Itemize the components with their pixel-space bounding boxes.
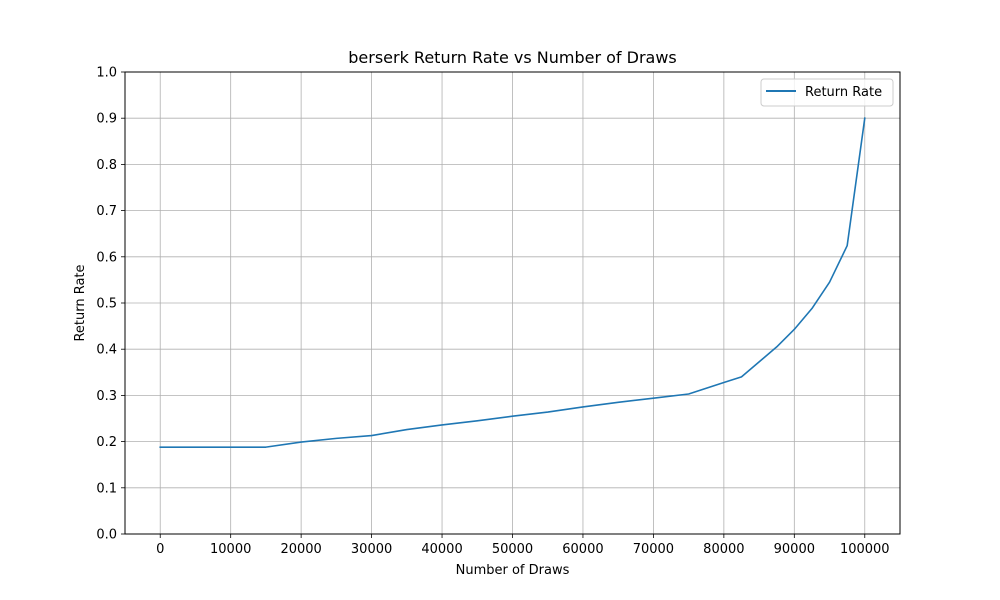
- y-tick-label-9: 0.9: [96, 112, 117, 127]
- plot-area: [159, 117, 866, 448]
- y-tick-label-7: 0.7: [96, 204, 117, 219]
- y-tick-label-5: 0.5: [96, 297, 117, 312]
- x-tick-label-7: 70000: [633, 542, 674, 557]
- y-tick-label-4: 0.4: [96, 343, 117, 358]
- y-tick-label-0: 0.0: [96, 528, 117, 543]
- x-tick-label-9: 90000: [774, 542, 815, 557]
- y-tick-label-3: 0.3: [96, 389, 117, 404]
- y-tick-label-10: 1.0: [96, 66, 117, 81]
- y-tick-label-2: 0.2: [96, 435, 117, 450]
- series-line-0: [159, 117, 866, 448]
- x-tick-label-4: 40000: [421, 542, 462, 557]
- legend-box: [760, 78, 894, 107]
- legend: Return Rate: [760, 78, 894, 107]
- y-axis-label: Return Rate: [73, 264, 88, 341]
- x-tick-label-8: 80000: [703, 542, 744, 557]
- x-tick-label-3: 30000: [351, 542, 392, 557]
- x-tick-label-0: 0: [156, 542, 164, 557]
- x-tick-label-6: 60000: [562, 542, 603, 557]
- y-tick-label-1: 0.1: [96, 481, 117, 496]
- chart-title: berserk Return Rate vs Number of Draws: [348, 48, 677, 67]
- x-tick-label-10: 100000: [840, 542, 890, 557]
- x-tick-label-2: 20000: [280, 542, 321, 557]
- x-tick-label-1: 10000: [210, 542, 251, 557]
- y-tick-label-8: 0.8: [96, 158, 117, 173]
- x-axis-label: Number of Draws: [456, 563, 570, 578]
- legend-label: Return Rate: [805, 85, 882, 100]
- y-tick-label-6: 0.6: [96, 250, 117, 265]
- axes: 0 10000 20000 30000 40000 50000 60000 70000 8000…: [96, 66, 889, 558]
- x-tick-label-5: 50000: [492, 542, 533, 557]
